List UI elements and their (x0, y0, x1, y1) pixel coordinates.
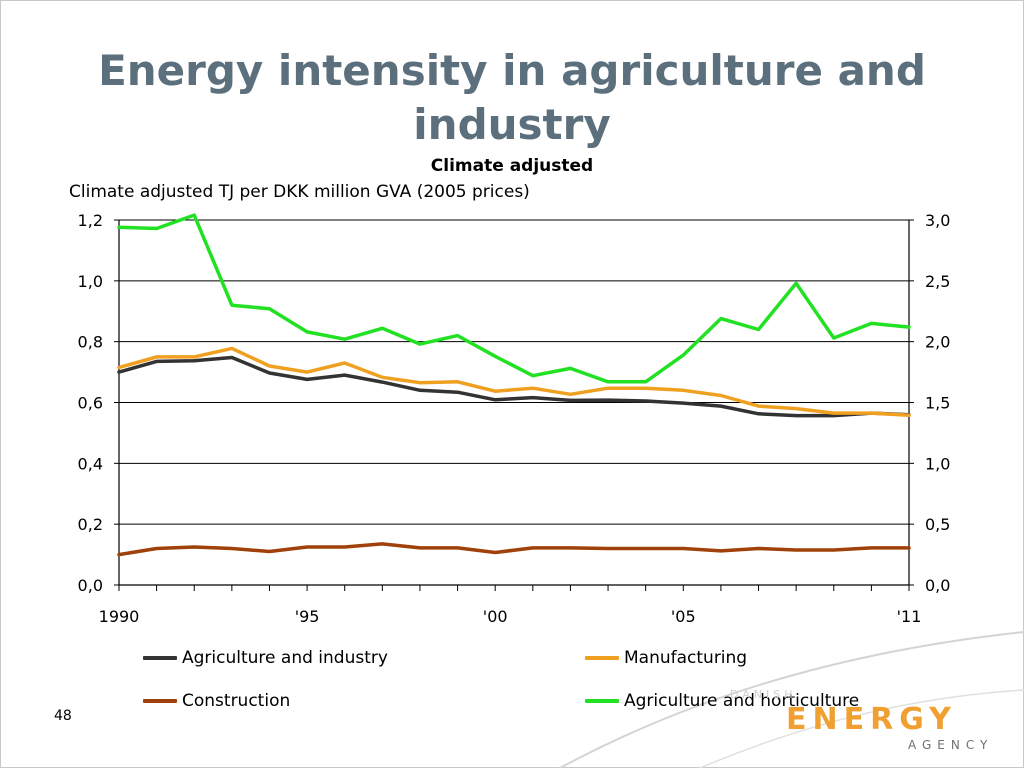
legend-swatch (585, 699, 619, 703)
x-tick-label: '11 (897, 607, 922, 626)
y-tick-label-left: 1,0 (78, 272, 103, 291)
page-number: 48 (54, 708, 72, 724)
y-tick-label-left: 0,6 (78, 394, 103, 413)
logo-main-text: ENERGY (786, 702, 957, 737)
legend-label: Manufacturing (624, 648, 748, 668)
y-tick-label-right: 1,0 (925, 454, 950, 473)
legend-swatch (585, 656, 619, 660)
unit-label: Climate adjusted TJ per DKK million GVA … (69, 182, 530, 202)
x-tick-label: '95 (295, 607, 320, 626)
logo-small-text: DANISH (730, 688, 797, 701)
legend-item-construction: Construction (143, 689, 290, 713)
danish-energy-agency-logo: DANISH ENERGY AGENCY (720, 680, 1010, 760)
series-line-agriculture-and-industry (117, 355, 911, 418)
slide-title: Energy intensity in agriculture and indu… (98, 46, 926, 149)
y-tick-label-left: 0,4 (78, 454, 103, 473)
y-tick-label-left: 0,8 (78, 333, 103, 352)
y-tick-label-left: 1,2 (78, 211, 103, 230)
legend-swatch (143, 656, 177, 660)
legend-label: Construction (182, 691, 291, 711)
legend-label: Agriculture and industry (182, 648, 388, 668)
y-tick-label-right: 0,5 (925, 515, 950, 534)
legend-swatch (143, 699, 177, 703)
x-tick-label: '05 (671, 607, 696, 626)
y-tick-label-left: 0,0 (78, 576, 103, 595)
y-tick-label-left: 0,2 (78, 515, 103, 534)
x-tick-label: 1990 (99, 607, 140, 626)
legend-item-agriculture-and-horticulture: Agriculture and horticulture (585, 689, 859, 713)
legend-item-agriculture-and-industry: Agriculture and industry (143, 646, 388, 670)
decorative-swoosh (559, 631, 1024, 768)
y-tick-label-right: 3,0 (925, 211, 950, 230)
series-line-manufacturing (117, 346, 911, 418)
y-tick-label-right: 1,5 (925, 394, 950, 413)
y-tick-label-right: 2,0 (925, 333, 950, 352)
y-tick-label-right: 0,0 (925, 576, 950, 595)
chart-subtitle: Climate adjusted (430, 156, 594, 176)
series-line-agriculture-and-horticulture (117, 213, 911, 384)
x-tick-label: '00 (483, 607, 508, 626)
logo-sub-text: AGENCY (908, 738, 994, 752)
series-line-construction (117, 542, 911, 557)
decorative-swoosh (699, 689, 1024, 768)
legend-item-manufacturing: Manufacturing (585, 646, 747, 670)
y-tick-label-right: 2,5 (925, 272, 950, 291)
legend-label: Agriculture and horticulture (624, 691, 860, 711)
